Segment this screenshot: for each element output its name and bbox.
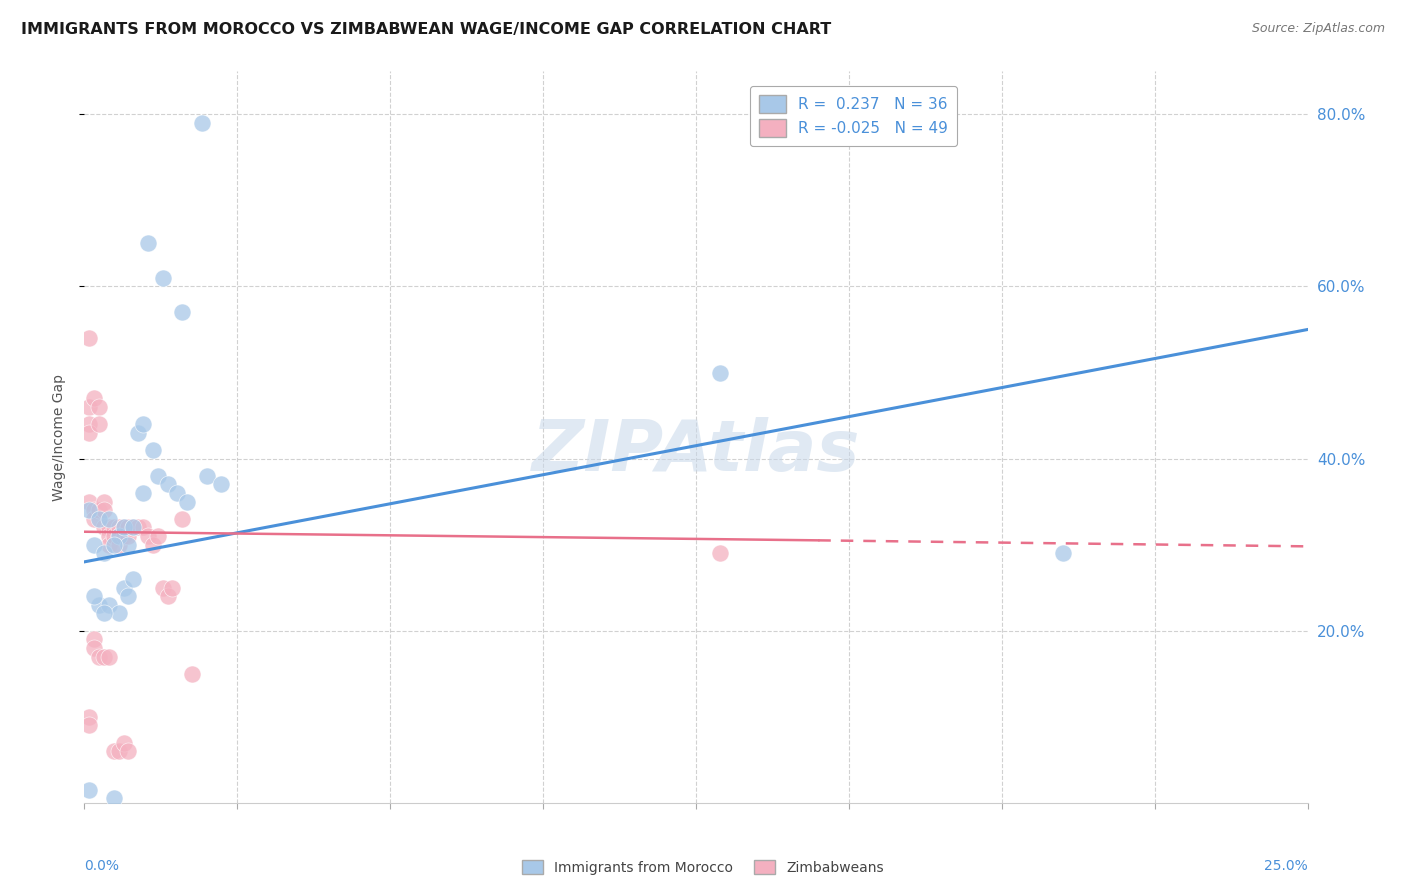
Point bbox=[77, 718, 100, 732]
Point bbox=[93, 520, 115, 534]
Point bbox=[1052, 546, 1074, 560]
Point bbox=[127, 520, 149, 534]
Point bbox=[93, 503, 115, 517]
Point bbox=[97, 512, 120, 526]
Point bbox=[122, 520, 145, 534]
Point bbox=[132, 486, 155, 500]
Point bbox=[112, 735, 135, 749]
Point bbox=[152, 581, 174, 595]
Point bbox=[83, 640, 105, 655]
Point bbox=[709, 546, 731, 560]
Point bbox=[112, 529, 135, 543]
Point bbox=[83, 589, 105, 603]
Text: Source: ZipAtlas.com: Source: ZipAtlas.com bbox=[1251, 22, 1385, 36]
Point bbox=[146, 529, 169, 543]
Point bbox=[87, 598, 110, 612]
Point bbox=[87, 417, 110, 432]
Point bbox=[117, 520, 139, 534]
Point bbox=[122, 572, 145, 586]
Point bbox=[77, 417, 100, 432]
Point bbox=[83, 632, 105, 647]
Point bbox=[97, 649, 120, 664]
Point bbox=[93, 649, 115, 664]
Point bbox=[83, 503, 105, 517]
Point bbox=[117, 589, 139, 603]
Point bbox=[162, 581, 184, 595]
Point bbox=[117, 744, 139, 758]
Point bbox=[103, 529, 125, 543]
Point bbox=[103, 791, 125, 805]
Point bbox=[112, 520, 135, 534]
Point bbox=[103, 538, 125, 552]
Point bbox=[77, 710, 100, 724]
Point bbox=[97, 598, 120, 612]
Point bbox=[181, 666, 204, 681]
Point bbox=[112, 581, 135, 595]
Point bbox=[152, 271, 174, 285]
Y-axis label: Wage/Income Gap: Wage/Income Gap bbox=[52, 374, 66, 500]
Point bbox=[83, 512, 105, 526]
Point bbox=[122, 520, 145, 534]
Point bbox=[136, 236, 159, 251]
Point bbox=[117, 529, 139, 543]
Point bbox=[93, 607, 115, 621]
Point bbox=[146, 468, 169, 483]
Point bbox=[93, 494, 115, 508]
Point bbox=[191, 116, 214, 130]
Point bbox=[107, 538, 129, 552]
Point bbox=[172, 305, 194, 319]
Point bbox=[195, 468, 218, 483]
Text: ZIPAtlas: ZIPAtlas bbox=[531, 417, 860, 486]
Text: 0.0%: 0.0% bbox=[84, 859, 120, 872]
Point bbox=[156, 589, 179, 603]
Point bbox=[77, 425, 100, 440]
Point bbox=[107, 520, 129, 534]
Point bbox=[142, 538, 165, 552]
Point bbox=[132, 520, 155, 534]
Legend: R =  0.237   N = 36, R = -0.025   N = 49: R = 0.237 N = 36, R = -0.025 N = 49 bbox=[749, 87, 957, 146]
Point bbox=[77, 494, 100, 508]
Point bbox=[97, 520, 120, 534]
Point bbox=[77, 331, 100, 345]
Point bbox=[142, 442, 165, 457]
Point bbox=[117, 538, 139, 552]
Point bbox=[103, 744, 125, 758]
Point bbox=[132, 417, 155, 432]
Point bbox=[107, 529, 129, 543]
Point bbox=[87, 400, 110, 414]
Legend: Immigrants from Morocco, Zimbabweans: Immigrants from Morocco, Zimbabweans bbox=[517, 855, 889, 880]
Point bbox=[107, 744, 129, 758]
Point bbox=[709, 366, 731, 380]
Point bbox=[176, 494, 198, 508]
Point bbox=[83, 392, 105, 406]
Point bbox=[87, 512, 110, 526]
Point bbox=[112, 520, 135, 534]
Point bbox=[97, 538, 120, 552]
Point bbox=[156, 477, 179, 491]
Text: IMMIGRANTS FROM MOROCCO VS ZIMBABWEAN WAGE/INCOME GAP CORRELATION CHART: IMMIGRANTS FROM MOROCCO VS ZIMBABWEAN WA… bbox=[21, 22, 831, 37]
Point bbox=[209, 477, 232, 491]
Point bbox=[172, 512, 194, 526]
Point bbox=[87, 503, 110, 517]
Point bbox=[127, 425, 149, 440]
Point bbox=[136, 529, 159, 543]
Point bbox=[103, 520, 125, 534]
Point bbox=[107, 529, 129, 543]
Point bbox=[107, 607, 129, 621]
Point bbox=[97, 529, 120, 543]
Text: 25.0%: 25.0% bbox=[1264, 859, 1308, 872]
Point bbox=[83, 538, 105, 552]
Point bbox=[77, 400, 100, 414]
Point bbox=[77, 503, 100, 517]
Point bbox=[87, 649, 110, 664]
Point bbox=[93, 546, 115, 560]
Point bbox=[77, 783, 100, 797]
Point bbox=[166, 486, 188, 500]
